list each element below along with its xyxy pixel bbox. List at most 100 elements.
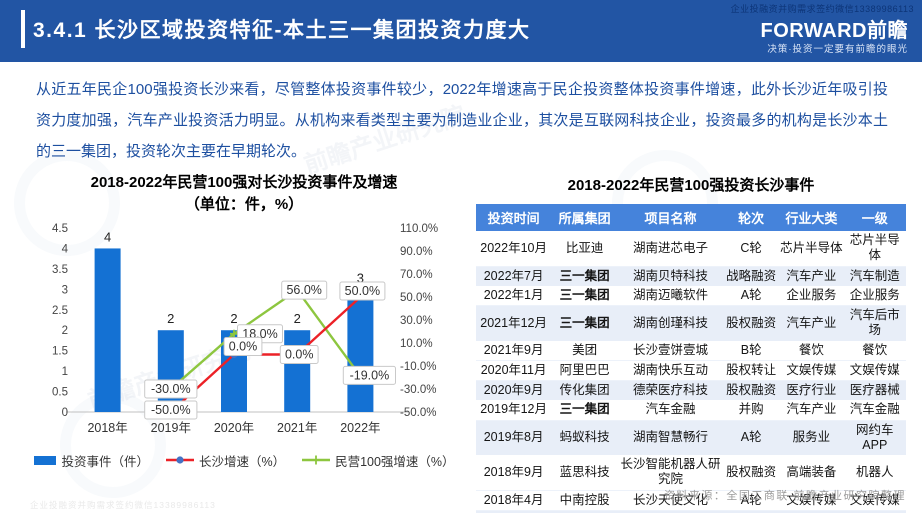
table-cell: 长沙壹饼壹城	[617, 340, 724, 361]
table-cell: 高端装备	[779, 455, 844, 491]
left-axis-tick: 0	[62, 407, 68, 419]
table-cell: 湖南进芯电子	[617, 231, 724, 267]
table-row: 2019年12月 三一集团 汽车金融 并购 汽车产业 汽车金融	[476, 400, 906, 421]
table-cell: 网约车APP	[843, 420, 906, 455]
bar-value-label: 2	[167, 311, 174, 326]
table-cell: 汽车产业	[779, 305, 844, 341]
bar-value-label: 3	[357, 270, 364, 285]
table-cell: 芯片半导体	[843, 231, 906, 267]
table-cell: 文娱传媒	[779, 490, 844, 511]
brand-logo: FORWARD前瞻	[760, 20, 908, 42]
data-label-box	[144, 400, 198, 419]
legend-item-red-line: 长沙增速（%）	[165, 451, 285, 470]
bar	[284, 329, 311, 412]
table-cell: 2022年1月	[476, 285, 552, 306]
left-axis-tick: 3.5	[52, 263, 68, 275]
table-row: 2020年11月 阿里巴巴 湖南快乐互动 股权转让 文娱传媒 文娱传媒	[476, 360, 906, 382]
table-cell: 2019年8月	[476, 420, 552, 455]
table-cell: 餐饮	[843, 340, 906, 361]
table-row: 2022年10月 比亚迪 湖南进芯电子 C轮 芯片半导体 芯片半导体	[476, 231, 906, 267]
legend-label: 民营100强增速（%）	[335, 454, 455, 469]
table-cell: 汽车制造	[843, 266, 906, 286]
chart-title-line2: （单位：件，%）	[184, 195, 304, 213]
table-row: 2019年8月 蚂蚁科技 湖南智慧畅行 A轮 服务业 网约车APP	[476, 420, 906, 455]
bar	[157, 329, 184, 412]
data-label: 50.0%	[345, 284, 380, 298]
x-axis-label: 2021年	[277, 421, 317, 435]
legend-swatch-red-line-icon	[165, 456, 194, 464]
page-title: 3.4.1 长沙区域投资特征-本土三一集团投资力度大	[33, 19, 531, 42]
table-cell: 德荣医疗科技	[617, 380, 724, 401]
legend-label: 投资事件（件）	[61, 454, 149, 469]
bar-value-label: 2	[230, 311, 237, 326]
table-cell: 机器人	[843, 455, 906, 491]
table-cell: 2021年9月	[476, 340, 552, 361]
table-cell: 汽车金融	[617, 400, 724, 421]
table-header: 投资时间 所属集团 项目名称 轮次 行业大类 一级	[476, 204, 906, 231]
table-row: 2022年7月 三一集团 湖南贝特科技 战略融资 汽车产业 汽车制造	[476, 266, 906, 286]
right-axis-tick: -30.0%	[400, 384, 436, 396]
table-cell: 汽车产业	[779, 266, 844, 286]
legend-swatch-green-line-icon	[302, 455, 331, 465]
table-cell: 餐饮	[779, 340, 844, 361]
table-cell: 2020年9月	[476, 380, 552, 401]
table-cell: 汽车产业	[779, 400, 844, 421]
table-cell: 医疗行业	[779, 380, 844, 401]
corner-watermark-text: 企业投融资并购需求签约微信13389986113	[30, 500, 216, 510]
data-label-box	[223, 336, 263, 356]
table-cell: 湖南智慧畅行	[617, 420, 724, 455]
table-cell: 2021年12月	[476, 305, 552, 341]
data-label: -19.0%	[350, 368, 390, 382]
table-cell: 汽车金融	[843, 400, 906, 421]
table-cell: 中南控股	[551, 490, 618, 511]
table-cell: 2019年12月	[476, 400, 552, 421]
data-label: -30.0%	[151, 382, 191, 396]
table-cell: 长沙天使文化	[617, 490, 724, 511]
data-label-box	[279, 344, 319, 364]
data-label-box	[144, 379, 198, 398]
right-axis-tick: 70.0%	[400, 269, 433, 281]
chart-title-line1: 2018-2022年民营100强对长沙投资事件及增速	[90, 174, 398, 191]
table-cell: 2018年4月	[476, 490, 552, 511]
right-axis-tick: 50.0%	[400, 292, 433, 304]
right-axis-tick: -50.0%	[400, 407, 436, 419]
table-cell: 湖南创瑾科技	[617, 305, 724, 341]
left-axis-tick: 0.5	[52, 386, 68, 398]
table-cell: 三一集团	[551, 400, 618, 421]
header-accent-bar	[21, 10, 25, 48]
table-cell: 2022年10月	[476, 231, 552, 267]
column-header: 一级	[843, 204, 906, 231]
table-cell: A轮	[723, 285, 780, 306]
table-row: 2018年9月 蓝思科技 长沙智能机器人研究院 股权融资 高端装备 机器人	[476, 455, 906, 491]
left-axis-tick: 1.5	[52, 345, 68, 357]
table-row: 2021年12月 三一集团 湖南创瑾科技 股权融资 汽车产业 汽车后市场	[476, 305, 906, 341]
table-cell: 蚂蚁科技	[551, 420, 618, 455]
table-cell: 股权融资	[723, 455, 780, 491]
column-header: 行业大类	[779, 204, 844, 231]
table-cell: 蓝思科技	[551, 455, 618, 491]
table-cell: 股权融资	[723, 305, 780, 341]
table-cell: 阿里巴巴	[551, 360, 618, 382]
table-cell: 芯片半导体	[779, 231, 844, 267]
intro-paragraph: 从近五年民企100强投资长沙来看，尽管整体投资事件较少，2022年增速高于民企投…	[36, 81, 888, 160]
right-axis-tick: -10.0%	[400, 361, 436, 373]
table-cell: 文娱传媒	[779, 360, 844, 382]
table-cell: A轮	[723, 490, 780, 511]
line-series	[169, 295, 362, 413]
table-cell: 三一集团	[551, 266, 618, 286]
line-marker	[230, 329, 238, 338]
table-cell: 文娱传媒	[843, 490, 906, 511]
table-cell: 股权转让	[723, 360, 780, 382]
left-axis-tick: 4.5	[52, 223, 68, 235]
table-cell: 湖南迈曦软件	[617, 285, 724, 306]
table-cell: C轮	[723, 231, 780, 267]
left-axis-tick: 2	[62, 325, 68, 337]
x-axis-label: 2018年	[87, 421, 127, 435]
table-cell: 企业服务	[843, 285, 906, 306]
legend-label: 长沙增速（%）	[198, 454, 286, 469]
data-label: 0.0%	[229, 339, 258, 353]
table-cell: 2020年11月	[476, 360, 552, 382]
line-series	[170, 288, 362, 390]
table-cell: 三一集团	[551, 285, 618, 306]
